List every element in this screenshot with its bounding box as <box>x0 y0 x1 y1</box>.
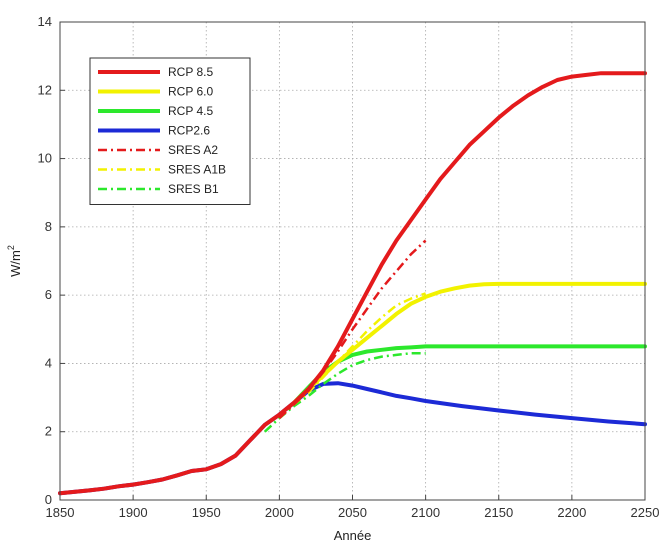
x-tick-label: 2100 <box>411 505 440 520</box>
legend-label: RCP 6.0 <box>168 85 213 99</box>
x-tick-label: 2200 <box>557 505 586 520</box>
series-line-0 <box>58 71 647 496</box>
legend-label: SRES A2 <box>168 143 218 157</box>
plot-series <box>58 71 647 496</box>
x-tick-label: 2050 <box>338 505 367 520</box>
y-tick-label: 10 <box>38 151 52 166</box>
x-tick-label: 1850 <box>46 505 75 520</box>
x-tick-label: 2250 <box>631 505 660 520</box>
x-tick-label: 2000 <box>265 505 294 520</box>
series-line-6 <box>263 351 426 433</box>
y-tick-label: 2 <box>45 424 52 439</box>
y-tick-label: 6 <box>45 287 52 302</box>
x-tick-label: 1900 <box>119 505 148 520</box>
series-line-4 <box>278 239 427 420</box>
x-tick-label: 1950 <box>192 505 221 520</box>
x-tick-label: 2150 <box>484 505 513 520</box>
x-axis-title: Année <box>334 528 372 543</box>
y-axis-title: W/m2 <box>6 245 23 277</box>
y-tick-label: 12 <box>38 82 52 97</box>
y-tick-label: 8 <box>45 219 52 234</box>
y-tick-label: 4 <box>45 355 52 370</box>
legend: RCP 8.5 RCP 6.0 RCP 4.5 RCP2.6 SRES A2 SRES A… <box>89 57 251 205</box>
y-axis-title-sup: 2 <box>6 245 16 250</box>
legend-label: RCP 4.5 <box>168 104 213 118</box>
y-tick-label: 0 <box>45 492 52 507</box>
legend-label: SRES B1 <box>168 182 219 196</box>
y-tick-label: 14 <box>38 14 52 29</box>
y-axis-title-base: W/m <box>8 250 23 277</box>
legend-label: RCP2.6 <box>168 124 210 138</box>
legend-label: SRES A1B <box>168 163 226 177</box>
axis-ticks: 1850 1900 1950 2000 2050 2100 2150 2200 2250 0 2 4 6… <box>38 14 660 520</box>
legend-label: RCP 8.5 <box>168 65 213 79</box>
